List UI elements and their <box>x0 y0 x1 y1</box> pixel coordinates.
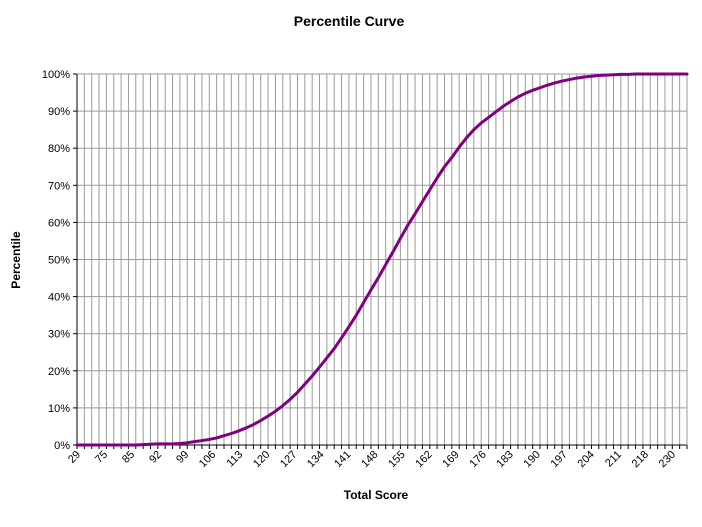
x-tick-label: 155 <box>386 449 407 470</box>
x-tick-label: 176 <box>467 449 488 470</box>
x-axis-ticks: 29 75 85 92 99 106 113 120 127 134 141 148 155 162 169… <box>66 445 688 470</box>
x-tick-label: 190 <box>521 449 542 470</box>
y-tick-label: 30% <box>48 329 70 341</box>
x-tick-label: 120 <box>251 449 272 470</box>
x-tick-label: 134 <box>305 449 326 470</box>
y-tick-label: 80% <box>48 143 70 155</box>
y-tick-label: 60% <box>48 217 70 229</box>
series-layer <box>75 72 689 447</box>
x-tick-label: 169 <box>440 449 461 470</box>
x-tick-label: 85 <box>120 449 137 466</box>
x-axis-label: Total Score <box>344 488 409 502</box>
x-tick-label: 162 <box>413 449 434 470</box>
x-tick-label: 92 <box>147 449 164 466</box>
x-tick-label: 183 <box>494 449 515 470</box>
y-tick-label: 100% <box>42 69 70 81</box>
y-tick-label: 10% <box>48 403 70 415</box>
x-tick-label: 106 <box>197 449 218 470</box>
x-tick-label: 113 <box>225 449 246 470</box>
plot-grid <box>76 73 688 446</box>
y-tick-label: 0% <box>54 440 70 452</box>
y-tick-label: 90% <box>48 106 70 118</box>
percentile-series-line <box>75 72 689 447</box>
y-axis-ticks: 0% 10% 20% 30% 40% 50% 60% 70% 80% 90% 100% <box>42 69 77 452</box>
y-tick-label: 70% <box>48 180 70 192</box>
x-tick-label: 218 <box>630 449 651 470</box>
x-tick-label: 204 <box>576 449 597 470</box>
x-tick-label: 99 <box>174 449 191 466</box>
x-tick-label: 230 <box>657 449 678 470</box>
x-tick-label: 148 <box>359 449 380 470</box>
chart-title: Percentile Curve <box>294 13 405 29</box>
y-tick-label: 20% <box>48 366 70 378</box>
y-tick-label: 40% <box>48 292 70 304</box>
x-tick-label: 75 <box>93 449 110 466</box>
x-tick-label: 211 <box>603 449 624 470</box>
y-axis-label: Percentile <box>9 231 23 289</box>
x-tick-label: 197 <box>548 449 569 470</box>
x-tick-label: 127 <box>278 449 299 470</box>
y-tick-label: 50% <box>48 255 70 267</box>
x-tick-label: 141 <box>332 449 353 470</box>
